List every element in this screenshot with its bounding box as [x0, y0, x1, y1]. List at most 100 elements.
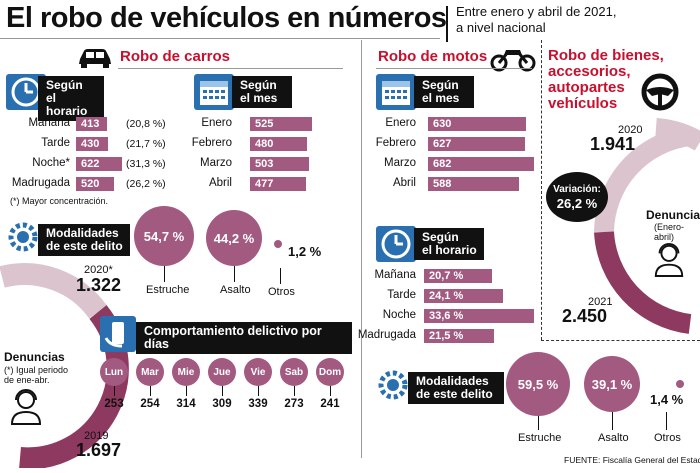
motos-mes-label: Enero — [385, 117, 416, 129]
bienes-2021-value: 2.450 — [562, 306, 608, 326]
carros-horario-label: Mañana — [28, 117, 70, 129]
motos-horario-heading1: Según — [422, 230, 459, 244]
day-value: 309 — [212, 398, 232, 410]
carros-mes-heading: Según el mes — [232, 76, 292, 108]
motos-otros-value: 1,4 % — [650, 392, 684, 407]
motos-title: Robo de motos — [378, 48, 488, 65]
day-value: 339 — [248, 398, 268, 410]
carros-asalto-bubble: 44,2 % — [206, 210, 262, 266]
carros-mes-label: Abril — [208, 177, 232, 189]
carros-mes-heading1: Según — [240, 78, 277, 92]
motos-horario-heading2: el horario — [422, 243, 477, 257]
day-label: Mie — [177, 366, 195, 378]
agent-headset-icon — [8, 386, 44, 431]
day-value: 254 — [140, 398, 160, 410]
motos-mes-label: Abril — [392, 177, 416, 189]
carros-2019-value: 1.697 — [76, 440, 122, 460]
carros-horario-bar: 413 — [76, 117, 107, 131]
day-tick — [114, 386, 115, 396]
motos-mes-heading1: Según — [422, 78, 459, 92]
variacion-label: Variación: — [553, 184, 601, 195]
motos-horario-label: Mañana — [374, 269, 416, 281]
bienes-title1: Robo de bienes, — [548, 47, 664, 64]
carros-2019-label: 2019 — [84, 430, 109, 442]
carros-asalto-label: Asalto — [220, 284, 251, 296]
carros-horario-heading: Según el horario — [38, 76, 104, 121]
day-label: Sab — [284, 366, 304, 378]
carros-horario-label: Noche* — [32, 157, 70, 169]
day-value: 314 — [176, 398, 196, 410]
carros-horario-bar: 430 — [76, 137, 108, 151]
motos-rule — [376, 68, 532, 69]
motos-mes-bar: 630 — [428, 117, 526, 131]
source-note: FUENTE: Fiscalía General del Estado — [564, 455, 700, 465]
motos-modalidades-heading2: de este delito — [416, 387, 493, 401]
carros-footnote: (*) Mayor concentración. — [10, 196, 109, 206]
carros-horario-pct: (31,3 %) — [126, 158, 166, 170]
day-label: Vie — [250, 366, 266, 378]
carros-denuncias-note2: de ene-abr. — [4, 375, 50, 385]
agent-headset-icon — [652, 240, 686, 283]
day-tick — [222, 386, 223, 396]
column-divider — [361, 40, 362, 458]
carros-modalidades-heading: Modalidades de este delito — [38, 224, 130, 256]
carros-modalidades-heading1: Modalidades — [46, 226, 119, 240]
motorcycle-icon — [490, 42, 536, 77]
motos-estruche-value: 59,5 % — [517, 376, 559, 392]
day-bubble: Mar — [136, 358, 164, 386]
motos-asalto-label: Asalto — [598, 432, 629, 444]
motos-horario-label: Tarde — [387, 289, 416, 301]
tick — [280, 268, 281, 284]
header-rule — [0, 38, 440, 39]
motos-mes-label: Marzo — [384, 157, 416, 169]
day-label: Dom — [318, 366, 342, 378]
page-title: El robo de vehículos en números — [6, 2, 447, 34]
bienes-title4: vehículos — [548, 95, 618, 112]
motos-mes-heading2: el mes — [422, 91, 460, 105]
carros-mes-bar: 503 — [250, 157, 309, 171]
steering-wheel-icon — [640, 72, 680, 117]
day-value: 241 — [320, 398, 340, 410]
motos-mes-bar: 588 — [428, 177, 519, 191]
carros-denuncias-label: Denuncias — [4, 350, 65, 364]
day-bubble: Sab — [280, 358, 308, 386]
motos-horario-label: Noche — [382, 309, 416, 321]
day-tick — [294, 386, 295, 396]
bienes-2020-label: 2020 — [618, 124, 643, 136]
bienes-title3: autopartes — [548, 79, 625, 96]
tick — [612, 412, 613, 430]
carros-estruche-value: 54,7 % — [143, 228, 185, 244]
motos-horario-heading: Según el horario — [414, 228, 484, 260]
motos-horario-bar: 24,1 % — [424, 289, 503, 303]
carros-horario-heading1: Según — [46, 78, 83, 92]
motos-mes-bar: 682 — [428, 157, 534, 171]
motos-horario-bar: 33,6 % — [424, 309, 534, 323]
bienes-dashed-left — [541, 40, 543, 340]
motos-asalto-bubble: 39,1 % — [584, 356, 640, 412]
bienes-denuncias-ring — [590, 112, 700, 347]
carros-horario-pct: (20,8 %) — [126, 118, 166, 130]
calendar-icon — [194, 74, 234, 110]
carros-asalto-value: 44,2 % — [213, 230, 255, 246]
clock-icon — [376, 226, 416, 262]
tick — [234, 266, 235, 282]
carros-2020-value: 1.322 — [76, 275, 122, 295]
tick — [666, 412, 667, 430]
day-label: Jue — [213, 366, 231, 378]
carros-otros-value: 1,2 % — [288, 244, 322, 259]
bienes-2020-value: 1.941 — [590, 134, 636, 154]
bienes-2021-label: 2021 — [588, 296, 613, 308]
motos-estruche-label: Estruche — [518, 432, 562, 444]
day-bubble: Vie — [244, 358, 272, 386]
bienes-dashed-bottom — [541, 340, 700, 342]
carros-horario-label: Madrugada — [11, 177, 70, 189]
carros-otros-label: Otros — [268, 286, 295, 298]
subtitle-line1: Entre enero y abril de 2021, — [456, 4, 617, 19]
day-tick — [258, 386, 259, 396]
subtitle-line2: a nivel nacional — [456, 20, 546, 35]
carros-otros-dot — [274, 240, 282, 248]
day-value: 273 — [284, 398, 304, 410]
day-tick — [330, 386, 331, 396]
day-bubble: Dom — [316, 358, 344, 386]
motos-horario-bar: 21,5 % — [424, 329, 494, 343]
